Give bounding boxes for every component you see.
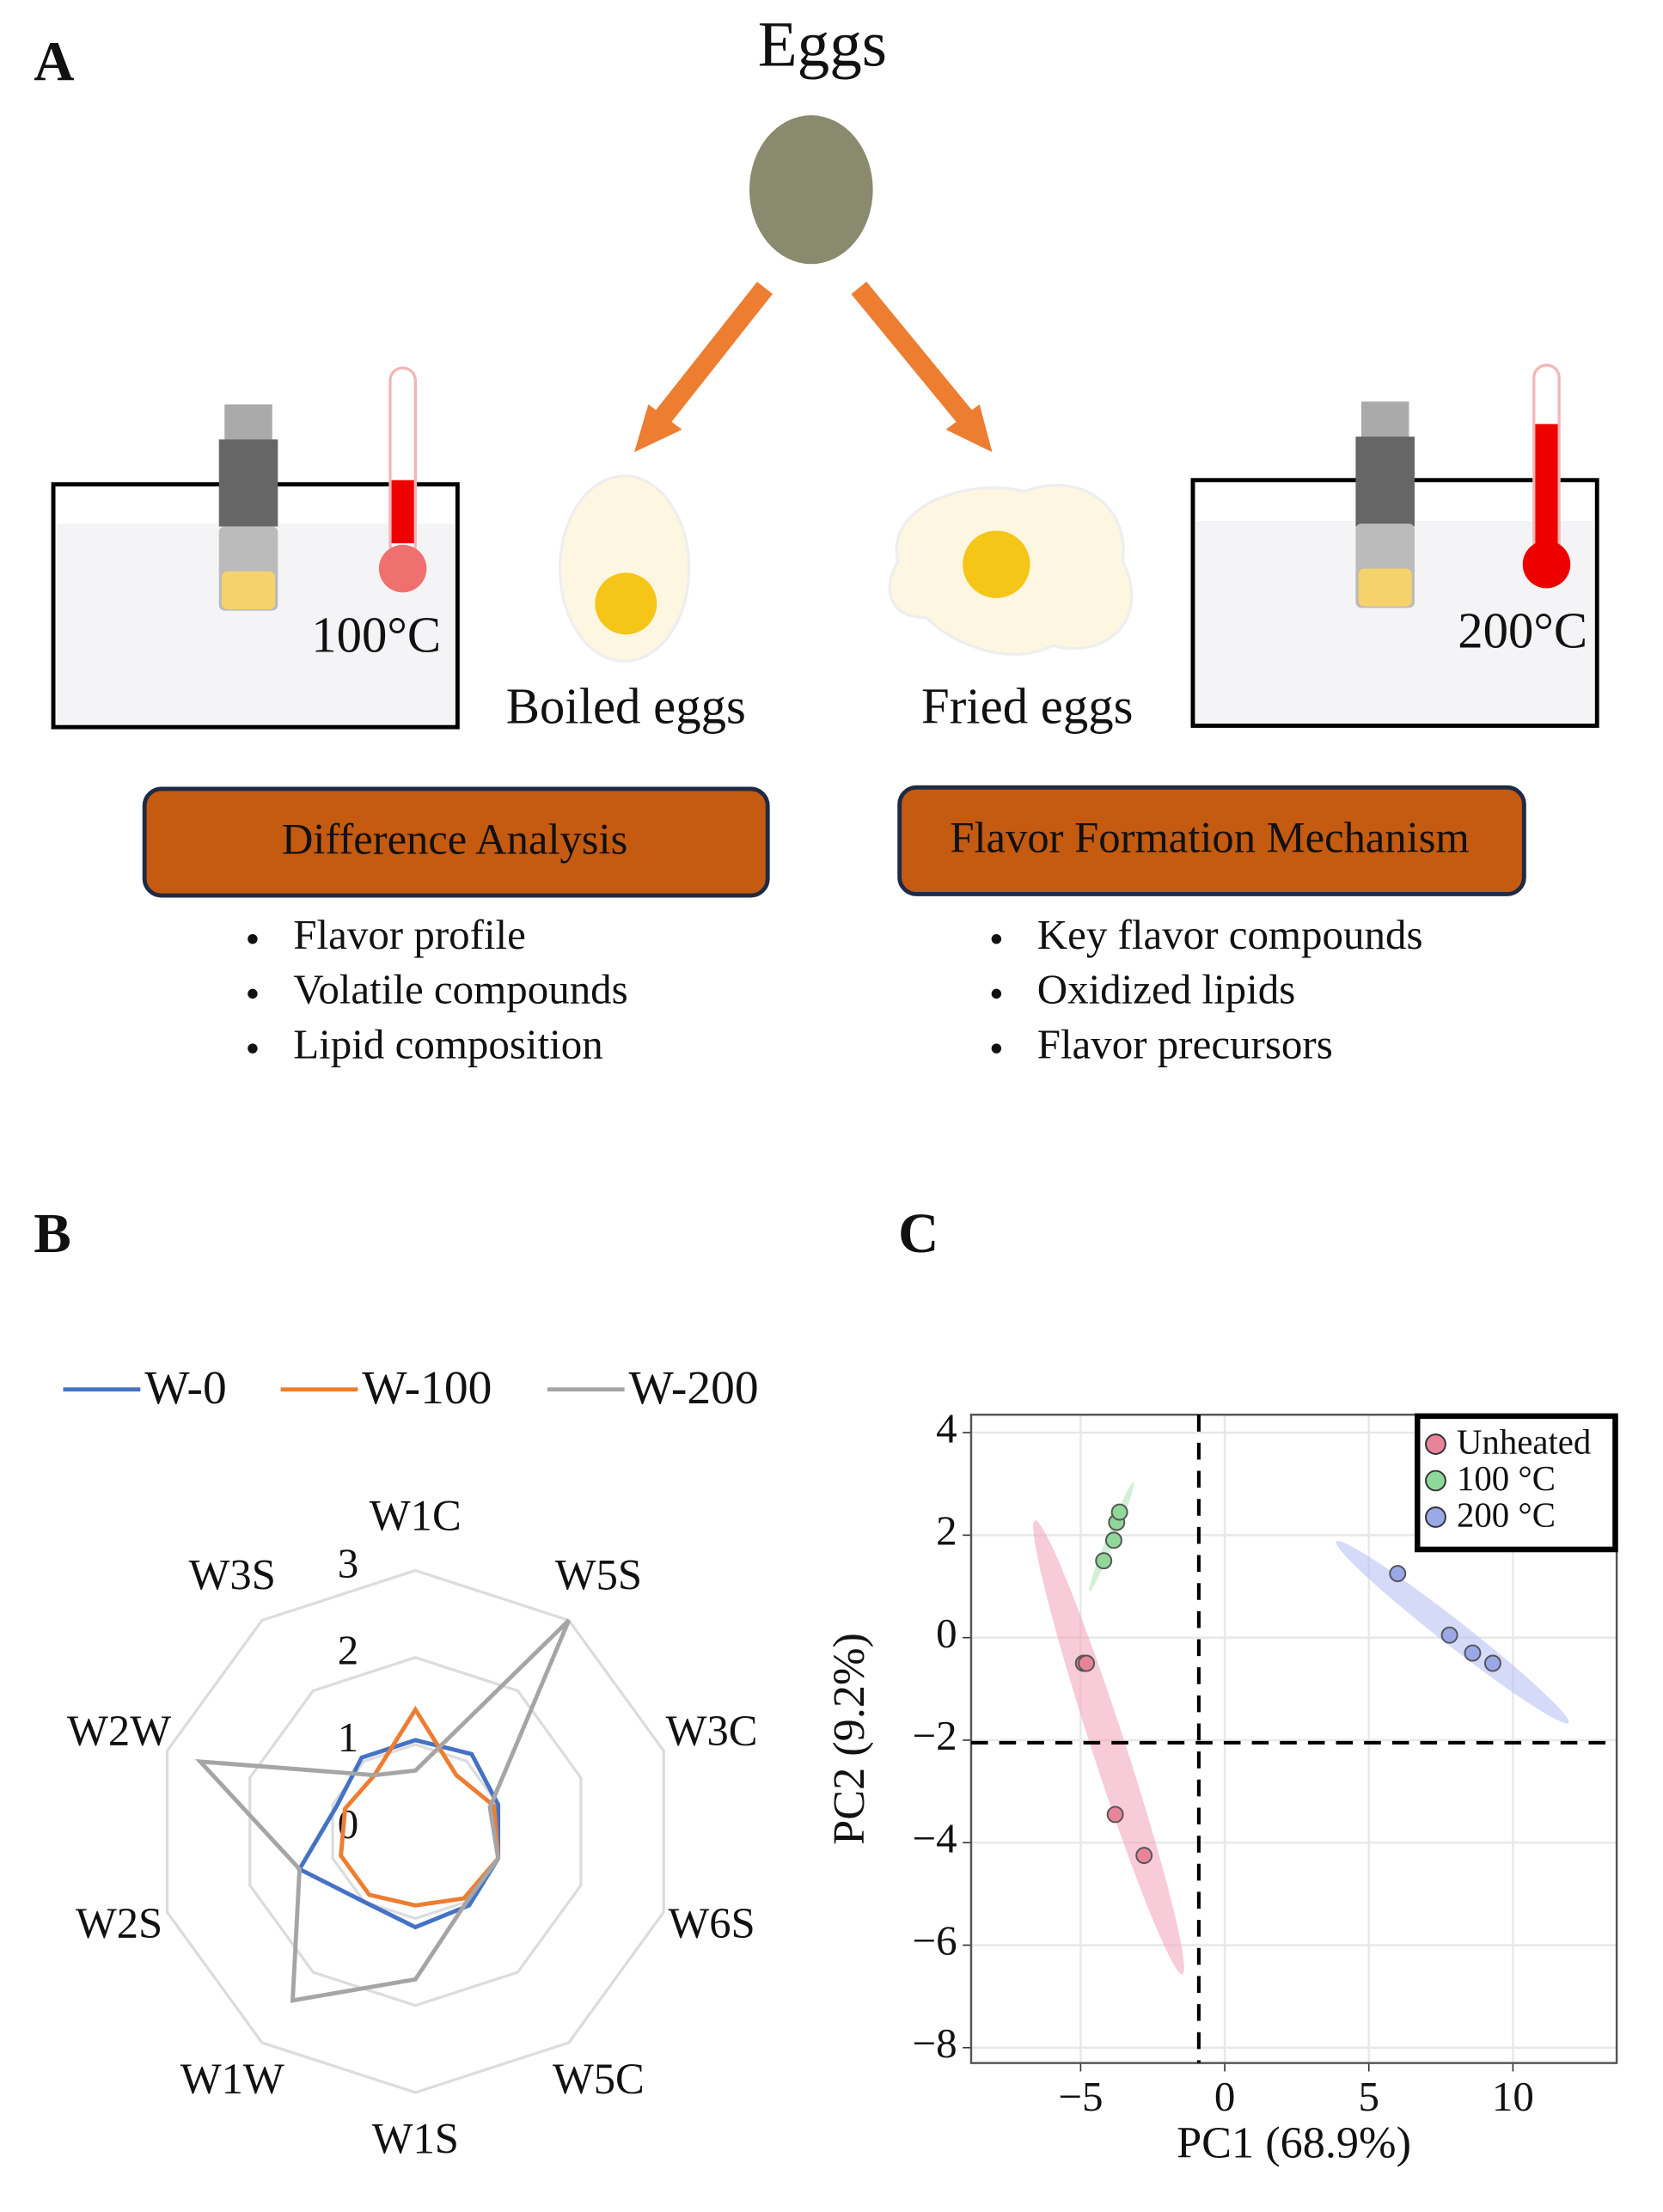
thermometer-bulb — [378, 544, 427, 593]
y-tick-label: −6 — [913, 1917, 957, 1965]
bullet — [991, 1043, 1002, 1054]
y-axis-label: PC2 (9.2%) — [824, 1633, 874, 1845]
y-tick-label: 0 — [936, 1610, 957, 1657]
point — [1106, 1806, 1124, 1824]
r-tick-label: 3 — [338, 1539, 358, 1586]
bullet — [248, 933, 258, 944]
box-label: Flavor Formation Mechanism — [950, 814, 1469, 862]
confidence-ellipse — [1033, 1520, 1184, 1975]
sample — [222, 571, 276, 609]
legend-label: 100 °C — [1457, 1459, 1556, 1498]
thermometer-fill — [1535, 424, 1558, 551]
box-label: Difference Analysis — [282, 815, 627, 863]
yolk — [595, 572, 657, 635]
list-item: Flavor precursors — [1037, 1020, 1333, 1067]
egg — [749, 115, 873, 265]
point — [1078, 1654, 1096, 1672]
legend-label: 200 °C — [1457, 1495, 1556, 1534]
temp: 100°C — [311, 607, 441, 663]
x-axis-label: PC1 (68.9%) — [1177, 2118, 1411, 2168]
axis-label: W3C — [666, 1707, 758, 1755]
list-item: Oxidized lipids — [1037, 966, 1296, 1013]
series-line — [194, 1618, 572, 2003]
sample — [1358, 568, 1412, 607]
panel-label: C — [898, 1203, 938, 1265]
box — [142, 786, 770, 898]
legend-label: Unheated — [1457, 1423, 1591, 1462]
grid-ring — [165, 1568, 665, 2094]
y-tick-label: 2 — [936, 1507, 957, 1555]
arrow-head — [634, 404, 682, 453]
panel-label: A — [34, 32, 74, 94]
point — [1135, 1847, 1153, 1865]
point — [1110, 1503, 1128, 1521]
arrow-head — [945, 404, 993, 453]
x-tick-label: 0 — [1214, 2073, 1235, 2120]
x-tick-label: −5 — [1058, 2073, 1103, 2120]
list-item: Flavor profile — [293, 911, 526, 958]
y-tick-label: 4 — [936, 1404, 957, 1451]
series-line — [339, 1705, 501, 1908]
title: Eggs — [758, 9, 887, 80]
bullet — [248, 1043, 258, 1054]
bullet — [991, 988, 1002, 999]
axis-label: W1C — [370, 1491, 462, 1539]
vial — [218, 439, 278, 527]
legend-label: W-100 — [362, 1362, 492, 1415]
legend-marker — [1425, 1470, 1446, 1492]
thermometer-bulb — [1522, 540, 1571, 589]
series-line — [297, 1738, 501, 1930]
bullet — [991, 933, 1002, 944]
caption: Fried eggs — [921, 679, 1133, 735]
vial-cap — [1360, 401, 1409, 438]
axis-label: W2W — [67, 1707, 171, 1755]
point — [1095, 1552, 1113, 1570]
legend-marker — [1425, 1433, 1446, 1455]
list-item: Key flavor compounds — [1037, 911, 1423, 958]
legend-marker — [1425, 1506, 1446, 1528]
legend-label: W-200 — [629, 1362, 759, 1415]
vial-cap — [224, 404, 272, 441]
box — [897, 785, 1526, 896]
list-item: Volatile compounds — [293, 966, 627, 1013]
y-tick-label: −4 — [913, 1814, 957, 1861]
axis-label: W1W — [180, 2055, 284, 2103]
point — [1464, 1644, 1482, 1662]
arrow — [651, 281, 773, 428]
legend-label: W-0 — [144, 1362, 227, 1415]
point — [1483, 1654, 1501, 1672]
grid-ring — [248, 1656, 583, 2007]
x-tick-label: 5 — [1358, 2073, 1379, 2120]
yolk — [963, 530, 1030, 598]
r-tick-label: 1 — [338, 1714, 358, 1761]
axis-label: W5S — [555, 1551, 642, 1599]
caption: Boiled eggs — [506, 679, 746, 735]
bullet — [248, 988, 258, 999]
legend-box — [1414, 1413, 1618, 1553]
y-tick-label: −8 — [913, 2020, 957, 2067]
x-tick-label: 10 — [1492, 2073, 1534, 2120]
thermometer-fill — [391, 480, 414, 544]
y-tick-label: −2 — [913, 1712, 957, 1759]
arrow — [851, 281, 976, 428]
axis-label: W1S — [372, 2114, 459, 2162]
axis-label: W2S — [76, 1899, 162, 1947]
point — [1440, 1626, 1458, 1644]
point — [1389, 1565, 1407, 1583]
axis-label: W5C — [553, 2055, 645, 2103]
axis-label: W3S — [189, 1551, 276, 1599]
plot-frame — [969, 1414, 1618, 2064]
r-tick-label: 2 — [338, 1627, 358, 1674]
point — [1105, 1531, 1122, 1549]
axis-label: W6S — [668, 1899, 755, 1947]
boiled-egg — [558, 474, 691, 663]
panel-label: B — [34, 1203, 71, 1265]
vial — [1355, 437, 1415, 527]
list-item: Lipid composition — [293, 1020, 602, 1067]
temp: 200°C — [1458, 602, 1587, 658]
